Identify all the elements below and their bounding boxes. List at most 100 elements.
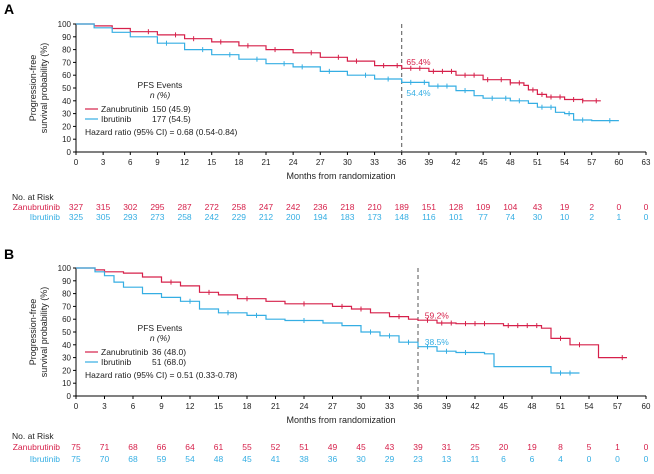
panel-a-risk-value-zanubrutinib: 295 xyxy=(150,202,164,212)
panel-a-risk-value-ibrutinib: 200 xyxy=(286,212,300,222)
panel-a-risk-value-ibrutinib: 74 xyxy=(506,212,516,222)
panel-b-risk-value-ibrutinib: 59 xyxy=(157,454,167,464)
panel-b-risk-row-label-zanubrutinib: Zanubrutinib xyxy=(13,442,61,452)
panel-b-y-tick-label: 10 xyxy=(62,379,71,388)
panel-b-x-tick-label: 21 xyxy=(271,402,280,411)
panel-b-risk-value-zanubrutinib: 49 xyxy=(328,442,338,452)
panel-b-risk-value-zanubrutinib: 45 xyxy=(356,442,366,452)
panel-a-risk-value-ibrutinib: 293 xyxy=(123,212,137,222)
panel-b-risk-value-ibrutinib: 6 xyxy=(501,454,506,464)
panel-a-x-tick-label: 54 xyxy=(560,158,569,167)
panel-a-x-tick-label: 18 xyxy=(234,158,243,167)
panel-a-risk-value-zanubrutinib: 189 xyxy=(395,202,409,212)
panel-b-x-tick-label: 0 xyxy=(74,402,79,411)
panel-a-x-tick-label: 24 xyxy=(289,158,298,167)
panel-b-curve-ibrutinib xyxy=(76,267,580,374)
panel-a-x-tick-label: 57 xyxy=(587,158,596,167)
panel-a-risk-value-zanubrutinib: 210 xyxy=(367,202,381,212)
panel-b-x-tick-label: 45 xyxy=(499,402,508,411)
panel-a-x-tick-label: 6 xyxy=(128,158,133,167)
panel-b-risk-value-ibrutinib: 41 xyxy=(271,454,281,464)
panel-a-risk-row-label-zanubrutinib: Zanubrutinib xyxy=(13,202,61,212)
panel-a-risk-value-zanubrutinib: 218 xyxy=(340,202,354,212)
panel-b-x-tick-label: 54 xyxy=(585,402,594,411)
panel-a-x-tick-label: 60 xyxy=(614,158,623,167)
panel-b-x-tick-label: 9 xyxy=(159,402,164,411)
panel-a-y-axis-title-line-2: survival probability (%) xyxy=(39,43,49,134)
panel-a-risk-value-ibrutinib: 77 xyxy=(478,212,488,222)
panel-b-x-tick-label: 27 xyxy=(328,402,337,411)
panel-a-x-tick-label: 48 xyxy=(506,158,515,167)
panel-a-risk-value-zanubrutinib: 242 xyxy=(286,202,300,212)
panel-a-risk-value-zanubrutinib: 2 xyxy=(589,202,594,212)
panel-b-x-tick-label: 60 xyxy=(642,402,651,411)
panel-a-legend-value-zanubrutinib: 150 (45.9) xyxy=(152,104,191,114)
panel-b-risk-value-ibrutinib: 0 xyxy=(644,454,649,464)
panel-b-y-tick-label: 80 xyxy=(62,290,71,299)
panel-a-risk-value-ibrutinib: 30 xyxy=(533,212,543,222)
panel-a-risk-value-zanubrutinib: 128 xyxy=(449,202,463,212)
panel-b-x-tick-label: 48 xyxy=(528,402,537,411)
panel-a-legend-header: PFS Events xyxy=(138,80,183,90)
panel-a-risk-value-ibrutinib: 194 xyxy=(313,212,327,222)
panel-a-x-tick-label: 21 xyxy=(262,158,271,167)
panel-b-risk-value-zanubrutinib: 31 xyxy=(442,442,452,452)
panel-a-y-tick-label: 20 xyxy=(62,122,71,131)
panel-a-risk-value-ibrutinib: 2 xyxy=(589,212,594,222)
panel-a-annotation-ibrutinib: 54.4% xyxy=(406,88,431,98)
panel-a-y-tick-label: 50 xyxy=(62,84,71,93)
panel-b-risk-value-ibrutinib: 48 xyxy=(214,454,224,464)
panel-a-x-tick-label: 36 xyxy=(397,158,406,167)
panel-a-risk-value-ibrutinib: 273 xyxy=(150,212,164,222)
panel-b-risk-value-ibrutinib: 45 xyxy=(242,454,252,464)
panel-a-risk-value-zanubrutinib: 151 xyxy=(422,202,436,212)
panel-a-legend-value-ibrutinib: 177 (54.5) xyxy=(152,114,191,124)
panel-a-x-axis-title: Months from randomization xyxy=(286,171,395,181)
panel-b-risk-table-header: No. at Risk xyxy=(12,431,54,441)
panel-a-x-tick-label: 27 xyxy=(316,158,325,167)
panel-b-risk-value-zanubrutinib: 1 xyxy=(615,442,620,452)
panel-a-x-tick-label: 63 xyxy=(642,158,651,167)
panel-b-x-tick-label: 51 xyxy=(556,402,565,411)
panel-b-y-tick-label: 30 xyxy=(62,354,71,363)
panel-b-y-tick-label: 70 xyxy=(62,302,71,311)
panel-b-x-tick-label: 39 xyxy=(442,402,451,411)
panel-a-risk-value-ibrutinib: 242 xyxy=(205,212,219,222)
panel-b-y-axis-title-line-1: Progression-free xyxy=(28,299,38,366)
panel-a-risk-value-zanubrutinib: 315 xyxy=(96,202,110,212)
panel-a-risk-value-zanubrutinib: 0 xyxy=(644,202,649,212)
panel-b-risk-value-ibrutinib: 0 xyxy=(587,454,592,464)
panel-a-risk-value-zanubrutinib: 302 xyxy=(123,202,137,212)
panel-a-x-tick-label: 12 xyxy=(180,158,189,167)
panel-a-x-tick-label: 51 xyxy=(533,158,542,167)
panel-b-risk-value-ibrutinib: 11 xyxy=(471,454,480,464)
panel-b-label: B xyxy=(4,246,14,262)
panel-b-x-tick-label: 42 xyxy=(471,402,480,411)
panel-a-risk-value-ibrutinib: 116 xyxy=(422,212,436,222)
panel-b-risk-row-label-ibrutinib: Ibrutinib xyxy=(30,454,61,464)
panel-a-risk-value-zanubrutinib: 104 xyxy=(503,202,517,212)
panel-a-risk-value-zanubrutinib: 247 xyxy=(259,202,273,212)
panel-b-risk-value-ibrutinib: 70 xyxy=(100,454,110,464)
panel-a-y-tick-label: 70 xyxy=(62,58,71,67)
panel-b-x-tick-label: 3 xyxy=(102,402,107,411)
panel-b-y-tick-label: 50 xyxy=(62,328,71,337)
panel-a-y-tick-label: 30 xyxy=(62,110,71,119)
panel-b-curve-zanubrutinib xyxy=(76,267,627,359)
panel-a-risk-value-ibrutinib: 183 xyxy=(340,212,354,222)
panel-a-y-tick-label: 10 xyxy=(62,135,71,144)
panel-b-risk-value-ibrutinib: 75 xyxy=(71,454,81,464)
panel-a-risk-value-ibrutinib: 305 xyxy=(96,212,110,222)
panel-b-risk-value-zanubrutinib: 75 xyxy=(71,442,81,452)
panel-b-risk-value-zanubrutinib: 8 xyxy=(558,442,563,452)
panel-b-risk-value-zanubrutinib: 5 xyxy=(587,442,592,452)
panel-a-y-tick-label: 0 xyxy=(67,148,72,157)
panel-a-risk-value-ibrutinib: 212 xyxy=(259,212,273,222)
panel-b-risk-value-ibrutinib: 68 xyxy=(128,454,138,464)
panel-b-risk-value-zanubrutinib: 52 xyxy=(271,442,281,452)
panel-a-risk-value-zanubrutinib: 109 xyxy=(476,202,490,212)
panel-a-x-tick-label: 45 xyxy=(479,158,488,167)
panel-a-risk-value-zanubrutinib: 327 xyxy=(69,202,83,212)
panel-a-risk-value-ibrutinib: 258 xyxy=(177,212,191,222)
panel-b-risk-value-ibrutinib: 6 xyxy=(530,454,535,464)
